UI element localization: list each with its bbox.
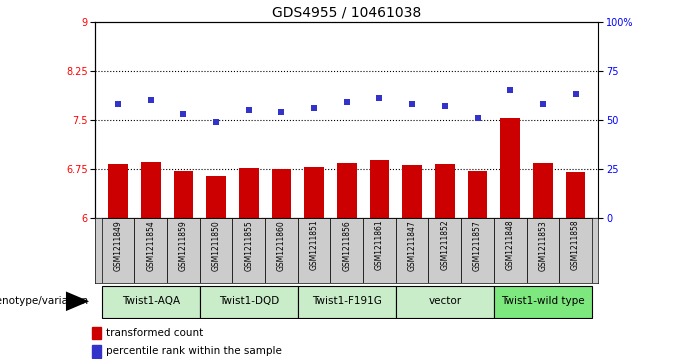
Text: Twist1-F191G: Twist1-F191G bbox=[312, 296, 381, 306]
Text: genotype/variation: genotype/variation bbox=[0, 296, 88, 306]
Bar bbox=[141, 162, 160, 218]
Point bbox=[113, 101, 124, 107]
Point bbox=[570, 91, 581, 97]
Text: GSM1211850: GSM1211850 bbox=[211, 220, 220, 270]
Text: GSM1211856: GSM1211856 bbox=[342, 220, 352, 270]
Bar bbox=[265, 218, 298, 283]
Bar bbox=[337, 163, 356, 218]
Bar bbox=[494, 218, 526, 283]
Text: vector: vector bbox=[428, 296, 462, 306]
Bar bbox=[102, 218, 135, 283]
Point bbox=[211, 119, 222, 125]
Point bbox=[178, 111, 189, 117]
Text: GSM1211857: GSM1211857 bbox=[473, 220, 482, 270]
Bar bbox=[200, 218, 233, 283]
Text: Twist1-DQD: Twist1-DQD bbox=[219, 296, 279, 306]
Bar bbox=[173, 171, 193, 218]
Text: GSM1211848: GSM1211848 bbox=[506, 220, 515, 270]
Bar bbox=[435, 164, 455, 218]
Text: GSM1211852: GSM1211852 bbox=[441, 220, 449, 270]
Bar bbox=[330, 218, 363, 283]
Point bbox=[243, 107, 254, 113]
Bar bbox=[298, 286, 396, 318]
Text: GSM1211860: GSM1211860 bbox=[277, 220, 286, 270]
Text: GSM1211847: GSM1211847 bbox=[407, 220, 417, 270]
Polygon shape bbox=[66, 291, 89, 311]
Bar bbox=[533, 163, 553, 218]
Point bbox=[439, 103, 450, 109]
Bar bbox=[206, 176, 226, 218]
Bar bbox=[566, 172, 585, 218]
Point bbox=[276, 109, 287, 115]
Bar bbox=[494, 286, 592, 318]
Bar bbox=[92, 345, 101, 358]
Bar bbox=[102, 286, 200, 318]
Text: transformed count: transformed count bbox=[106, 328, 203, 338]
Bar bbox=[108, 164, 128, 218]
Bar bbox=[526, 218, 559, 283]
Text: GSM1211855: GSM1211855 bbox=[244, 220, 253, 270]
Text: GSM1211861: GSM1211861 bbox=[375, 220, 384, 270]
Bar bbox=[428, 218, 461, 283]
Title: GDS4955 / 10461038: GDS4955 / 10461038 bbox=[272, 5, 422, 19]
Point bbox=[407, 101, 418, 107]
Bar bbox=[559, 218, 592, 283]
Bar bbox=[200, 286, 298, 318]
Bar bbox=[461, 218, 494, 283]
Text: Twist1-AQA: Twist1-AQA bbox=[122, 296, 180, 306]
Bar bbox=[239, 168, 258, 218]
Text: percentile rank within the sample: percentile rank within the sample bbox=[106, 346, 282, 356]
Point bbox=[309, 105, 320, 111]
Point bbox=[537, 101, 548, 107]
Bar bbox=[167, 218, 200, 283]
Text: GSM1211849: GSM1211849 bbox=[114, 220, 122, 270]
Point bbox=[146, 97, 156, 103]
Bar bbox=[305, 167, 324, 218]
Point bbox=[505, 87, 515, 93]
Bar bbox=[271, 170, 291, 218]
Text: GSM1211853: GSM1211853 bbox=[539, 220, 547, 270]
Text: GSM1211851: GSM1211851 bbox=[309, 220, 319, 270]
Text: GSM1211858: GSM1211858 bbox=[571, 220, 580, 270]
Bar bbox=[403, 165, 422, 218]
Point bbox=[374, 95, 385, 101]
Point bbox=[472, 115, 483, 121]
Point bbox=[341, 99, 352, 105]
Bar bbox=[468, 171, 488, 218]
Text: Twist1-wild type: Twist1-wild type bbox=[501, 296, 585, 306]
Text: GSM1211859: GSM1211859 bbox=[179, 220, 188, 270]
Bar bbox=[363, 218, 396, 283]
Bar bbox=[135, 218, 167, 283]
Bar bbox=[370, 160, 389, 218]
Bar bbox=[396, 286, 494, 318]
Bar bbox=[233, 218, 265, 283]
Bar bbox=[396, 218, 428, 283]
Text: GSM1211854: GSM1211854 bbox=[146, 220, 155, 270]
Bar bbox=[298, 218, 330, 283]
Bar bbox=[500, 118, 520, 218]
Bar bbox=[92, 327, 101, 339]
